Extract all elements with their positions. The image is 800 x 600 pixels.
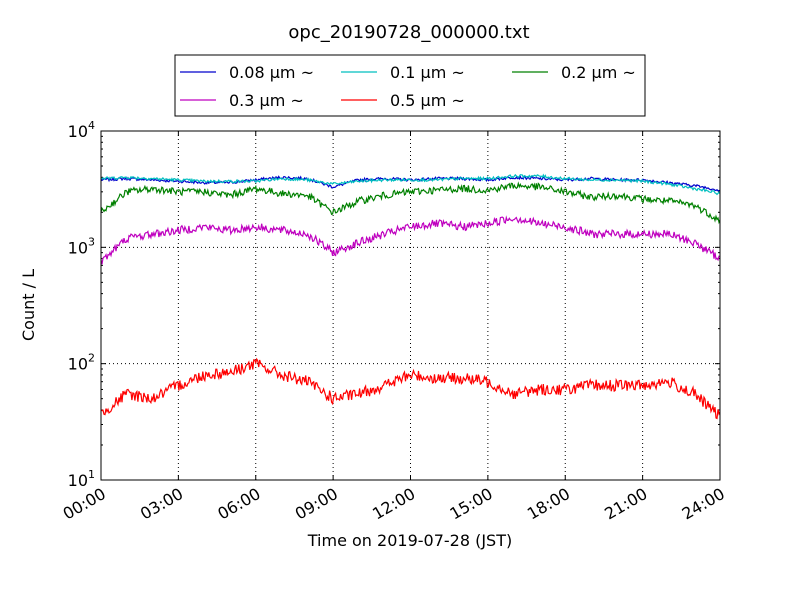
legend-box bbox=[174, 54, 646, 117]
series-line bbox=[100, 215, 721, 265]
y-tick-label: 104 bbox=[68, 119, 95, 141]
series-line bbox=[100, 181, 721, 225]
x-tick-label: 15:00 bbox=[446, 484, 495, 524]
x-tick-label: 12:00 bbox=[369, 484, 418, 524]
x-axis-label: Time on 2019-07-28 (JST) bbox=[307, 531, 512, 550]
y-axis-label: Count / L bbox=[19, 269, 38, 341]
x-tick-label: 18:00 bbox=[524, 484, 573, 524]
x-tick-label: 06:00 bbox=[214, 484, 263, 524]
series-line bbox=[100, 357, 721, 420]
x-tick-label: 03:00 bbox=[137, 484, 186, 524]
series-lines bbox=[100, 173, 721, 420]
y-tick-labels: 101 102 103 104 bbox=[68, 119, 95, 490]
legend-label: 0.5 μm ~ bbox=[390, 91, 465, 110]
y-tick-label: 102 bbox=[68, 352, 95, 374]
x-tick-labels: 00:00 03:00 06:00 09:00 12:00 15:00 18:00 21:00… bbox=[60, 484, 728, 524]
x-tick-label: 21:00 bbox=[601, 484, 650, 524]
plot-frame bbox=[100, 130, 721, 481]
y-tick-label: 101 bbox=[68, 468, 95, 490]
legend: 0.08 μm ~ 0.1 μm ~ 0.2 μm ~ 0.3 μm ~ 0.5 μm … bbox=[174, 54, 646, 117]
series-line bbox=[100, 173, 721, 196]
legend-label: 0.1 μm ~ bbox=[390, 63, 465, 82]
y-tick-label: 103 bbox=[68, 235, 95, 257]
x-tick-label: 09:00 bbox=[292, 484, 341, 524]
legend-label: 0.2 μm ~ bbox=[561, 63, 636, 82]
legend-label: 0.08 μm ~ bbox=[229, 63, 314, 82]
chart-title: opc_20190728_000000.txt bbox=[288, 22, 529, 43]
legend-label: 0.3 μm ~ bbox=[229, 91, 304, 110]
x-tick-label: 24:00 bbox=[679, 484, 728, 524]
